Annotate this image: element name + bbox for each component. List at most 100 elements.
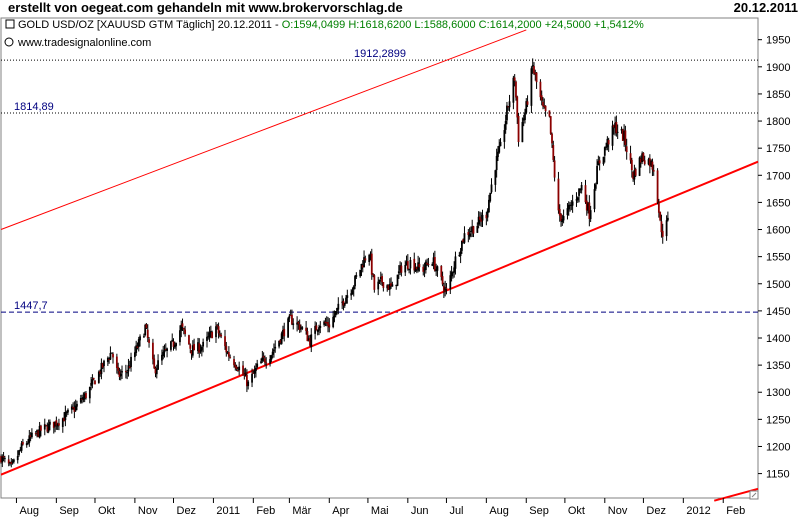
candle-body [109,353,112,360]
candle-body [224,336,226,347]
candle-body [130,356,132,367]
candle-body [414,267,417,272]
candle-body [642,152,645,161]
candle-body [133,352,136,358]
candle-body [262,356,265,358]
x-tick-label: Jun [411,505,429,517]
candle-body [188,335,190,345]
y-tick-label: 1700 [766,170,790,182]
candle-body [551,133,553,144]
candle-body [54,421,56,427]
candle-body [341,301,344,303]
x-tick-label: Aug [489,505,509,517]
x-tick-label: Okt [98,505,115,517]
candle-body [390,283,392,287]
candle-body [76,403,78,407]
resize-grip[interactable] [749,490,759,500]
candle-body [404,264,407,273]
candle-body [144,324,147,336]
candle-body [533,66,535,74]
candle-body [52,421,55,428]
candle-body [316,329,319,332]
candle-body [436,266,439,271]
candle-body [508,101,511,108]
candle-body [488,199,490,213]
candle-body [40,425,42,431]
candle-body [274,346,277,349]
candle-body [20,443,23,451]
candle-body [336,308,338,311]
x-tick-label: Jul [449,505,463,517]
candle-body [30,432,33,438]
candle-body [543,105,546,107]
candle-body [47,423,50,432]
candle-body [139,336,141,341]
candle-body [238,366,241,371]
candle-body [657,203,660,213]
candle-body [271,351,274,355]
candle-body [585,200,588,211]
x-tick-label: Mai [371,505,389,517]
candle-body [85,392,87,399]
candle-body [479,216,481,220]
header-bar: erstellt von oegeat.com gehandeln mit ww… [0,0,800,17]
candle-body [152,342,154,360]
candle-body [291,314,293,325]
candle-body [521,121,524,143]
candle-body [115,356,118,368]
candle-body [332,316,335,327]
candle-body [236,369,239,371]
candle-body [632,171,635,179]
candle-body [665,220,668,237]
candle-body [361,265,364,268]
candle-body [426,262,429,265]
candle-body [155,368,158,375]
candle-body [170,341,172,350]
level-label: 1447,7 [14,300,48,312]
candle-body [471,226,474,232]
candle-body [441,276,444,285]
x-tick-label: Feb [256,505,275,517]
candle-body [625,146,628,153]
candle-body [166,348,168,351]
candle-body [612,125,615,128]
candle-body [542,101,544,107]
candle-body [579,188,582,190]
candle-body [360,263,363,270]
candle-body [449,275,452,290]
candle-body [256,363,259,368]
candle-body [351,290,354,295]
candle-body [121,371,123,373]
channel-line [0,29,527,230]
candle-body [603,147,606,156]
candle-body [296,322,299,325]
candle-body [350,293,353,296]
candle-body [549,116,552,134]
y-tick-label: 1350 [766,360,790,372]
candle-body [247,381,250,387]
candle-body [269,359,271,364]
candle-body [432,257,435,264]
candle-body [363,257,365,268]
candle-body [467,232,470,236]
candle-body [417,262,420,271]
candle-body [453,267,456,273]
candle-body [462,239,465,242]
candle-body [37,430,40,437]
candle-body [255,367,257,372]
candle-body [91,379,94,385]
candle-body [506,105,508,121]
candle-body [289,315,292,317]
candle-body [522,118,525,121]
candle-body [539,81,542,98]
candle-body [427,263,430,265]
candle-body [381,276,383,283]
candle-body [472,226,475,234]
candle-body [319,325,322,329]
candle-body [244,374,247,377]
candle-body [386,285,389,289]
candle-body [570,204,573,206]
candle-body [65,412,68,414]
candle-body [495,155,498,171]
